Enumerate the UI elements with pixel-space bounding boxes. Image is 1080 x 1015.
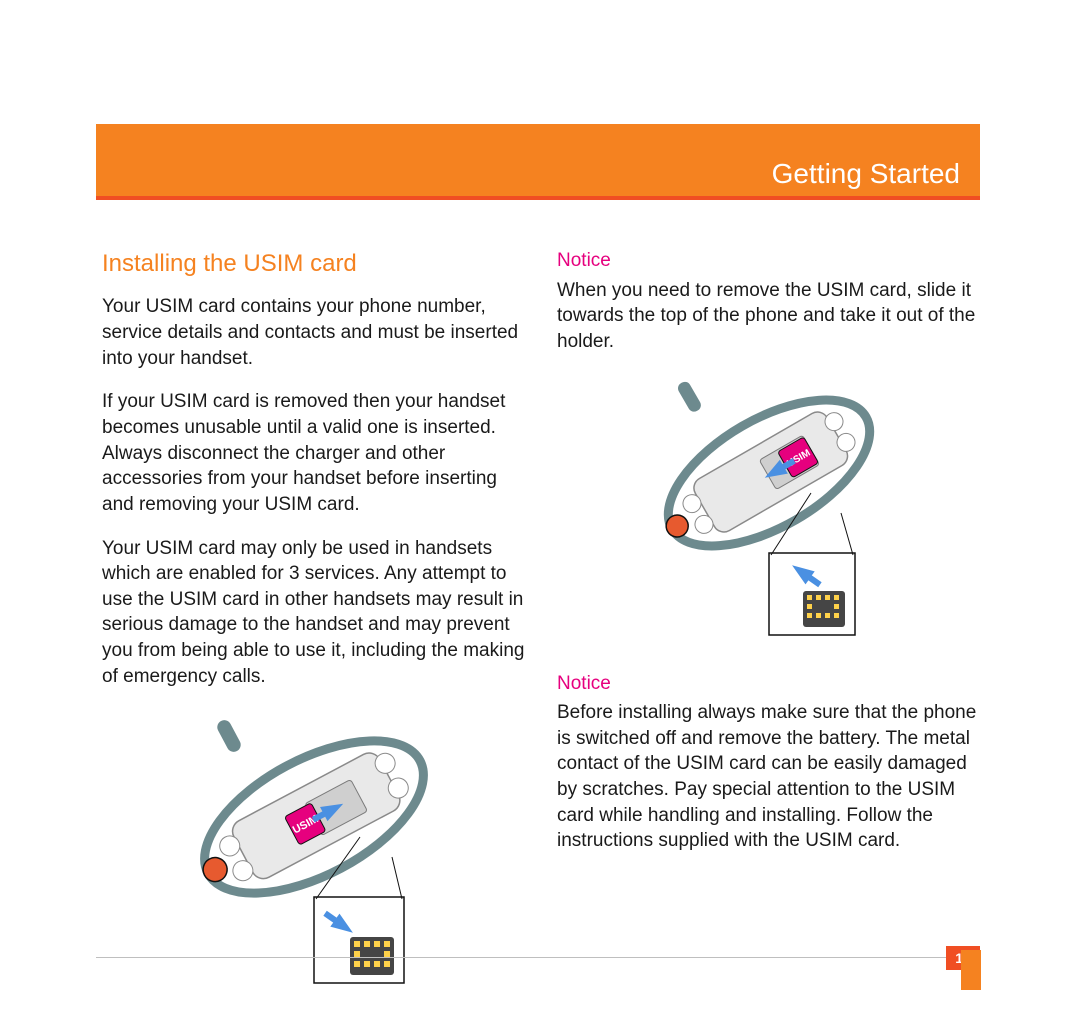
phone-insert-illustration: USIM [164, 707, 464, 997]
left-para-2: If your USIM card is removed then your h… [102, 389, 525, 517]
left-para-3: Your USIM card may only be used in hands… [102, 536, 525, 690]
notice-1-title: Notice [557, 248, 980, 274]
right-column: Notice When you need to remove the USIM … [557, 248, 980, 1015]
left-para-1: Your USIM card contains your phone numbe… [102, 294, 525, 371]
header-rule [96, 196, 980, 200]
left-illustration: USIM [102, 707, 525, 997]
left-column: Installing the USIM card Your USIM card … [102, 248, 525, 1015]
notice-2-text: Before installing always make sure that … [557, 700, 980, 854]
notice-1-text: When you need to remove the USIM card, s… [557, 278, 980, 355]
header-bar: Getting Started [96, 124, 980, 196]
document-page: Getting Started Installing the USIM card… [96, 62, 980, 960]
header-title: Getting Started [772, 158, 960, 190]
section-title: Installing the USIM card [102, 248, 525, 280]
sidebar-tab [961, 950, 981, 990]
phone-remove-illustration: USIM [629, 373, 909, 653]
right-illustration: USIM [557, 373, 980, 653]
footer-rule [96, 957, 946, 959]
content-columns: Installing the USIM card Your USIM card … [96, 196, 980, 1015]
notice-2-title: Notice [557, 671, 980, 697]
